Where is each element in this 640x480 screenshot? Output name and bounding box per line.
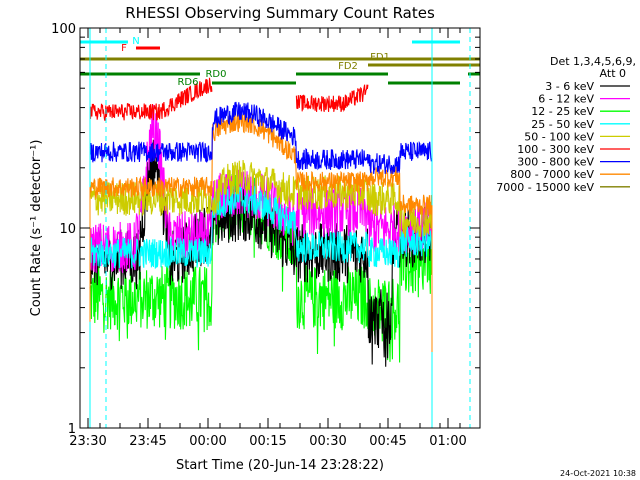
- series-line-6: [89, 101, 433, 174]
- legend-label: 12 - 25 keV: [531, 105, 594, 118]
- y-tick-label: 10: [59, 222, 76, 237]
- legend-label: 100 - 300 keV: [517, 143, 594, 156]
- x-tick-label: 00:00: [189, 434, 226, 449]
- y-tick-label: 1: [68, 422, 76, 437]
- y-axis-label: Count Rate (s⁻¹ detector⁻¹): [29, 140, 44, 317]
- x-tick-label: 23:30: [69, 434, 106, 449]
- flag-label-rd6: RD6: [177, 77, 198, 88]
- series-line-7: [89, 112, 433, 216]
- x-tick-label: 01:00: [429, 434, 466, 449]
- legend-label: 7000 - 15000 keV: [496, 181, 594, 194]
- chart-title: RHESSI Observing Summary Count Rates: [125, 4, 435, 22]
- series-line-4: [89, 159, 433, 239]
- legend-header-detectors: Det 1,3,4,5,6,9,: [550, 55, 636, 68]
- flag-label-fd2: FD2: [338, 61, 358, 72]
- series-line-3: [89, 184, 433, 269]
- y-tick-label: 100: [51, 22, 76, 37]
- series-line-5: [89, 77, 369, 121]
- axes-layer: 23:30 23:45 00:00 00:15 00:30 00:45 01:00 1 10 10…: [51, 22, 481, 449]
- flag-label-f: F: [121, 43, 127, 54]
- legend-label: 25 - 50 keV: [531, 118, 594, 131]
- legend-label: 3 - 6 keV: [545, 80, 594, 93]
- x-tick-label: 00:30: [309, 434, 346, 449]
- legend-label: 300 - 800 keV: [517, 156, 594, 169]
- legend-label: 50 - 100 keV: [524, 130, 594, 143]
- x-axis-label: Start Time (20-Jun-14 23:28:22): [176, 458, 384, 473]
- x-tick-label: 23:45: [129, 434, 166, 449]
- legend-label: 6 - 12 keV: [538, 93, 594, 106]
- flag-label-rd0: RD0: [205, 69, 226, 80]
- data-layer: [89, 77, 433, 367]
- generation-timestamp: 24-Oct-2021 10:38: [560, 469, 636, 478]
- legend-header-attenuator: Att 0: [600, 67, 626, 80]
- x-tick-label: 00:45: [369, 434, 406, 449]
- flag-label-fd1: FD1: [370, 52, 390, 63]
- x-tick-label: 00:15: [249, 434, 286, 449]
- legend-label: 800 - 7000 keV: [510, 168, 594, 181]
- flag-label-n: N: [132, 36, 139, 47]
